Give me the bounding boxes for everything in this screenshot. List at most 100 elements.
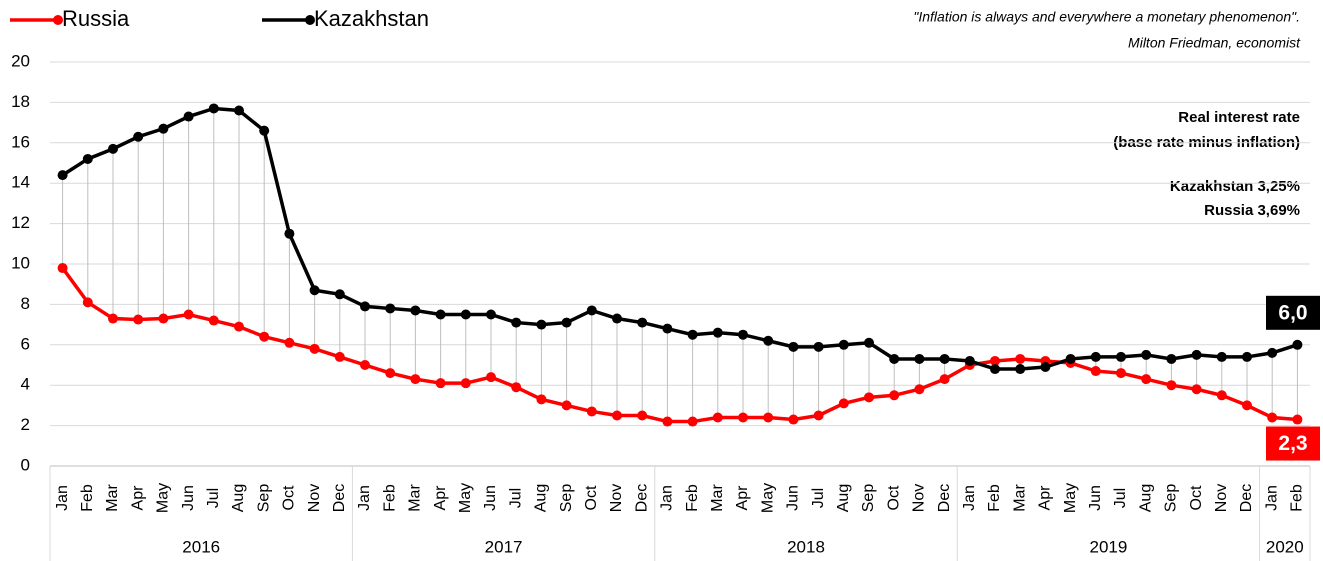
- marker: [133, 131, 144, 142]
- legend-label: Kazakhstan: [314, 6, 429, 31]
- marker: [410, 374, 421, 385]
- year-label: 2019: [1089, 537, 1127, 556]
- x-tick-label: Aug: [533, 484, 550, 512]
- marker: [990, 364, 1000, 375]
- marker: [763, 335, 774, 346]
- marker: [57, 263, 68, 274]
- marker: [360, 360, 370, 370]
- marker: [1242, 351, 1252, 362]
- marker: [486, 372, 496, 383]
- x-tick-label: Dec: [331, 484, 348, 512]
- year-label: 2020: [1266, 537, 1304, 556]
- x-tick-label: Nov: [911, 484, 928, 512]
- x-tick-label: Jan: [54, 485, 71, 511]
- marker: [1015, 364, 1026, 375]
- marker: [838, 398, 849, 409]
- marker: [334, 351, 345, 362]
- x-tick-label: Jul: [507, 488, 524, 508]
- x-tick-label: Jun: [482, 485, 499, 511]
- marker: [939, 374, 950, 385]
- marker: [1242, 400, 1252, 411]
- marker: [1141, 349, 1152, 360]
- marker: [536, 394, 547, 405]
- x-tick-label: Nov: [306, 484, 323, 512]
- x-tick-label: Nov: [608, 484, 625, 512]
- legend-marker: [305, 15, 315, 25]
- x-tick-label: Jul: [810, 488, 827, 508]
- x-tick-label: Apr: [1037, 485, 1054, 511]
- note: Kazakhstan 3,25%: [1170, 178, 1300, 195]
- x-tick-label: Sep: [558, 484, 575, 513]
- x-tick-label: Apr: [129, 485, 146, 511]
- marker: [788, 414, 799, 425]
- x-tick-label: Aug: [835, 484, 852, 512]
- marker: [82, 297, 93, 308]
- marker: [360, 301, 370, 312]
- y-tick-label: 20: [11, 51, 30, 70]
- year-label: 2018: [787, 537, 825, 556]
- marker: [1292, 339, 1303, 350]
- marker: [738, 412, 748, 423]
- y-tick-label: 16: [11, 132, 30, 151]
- marker: [183, 111, 194, 122]
- y-tick-label: 6: [21, 334, 30, 353]
- marker: [158, 123, 169, 134]
- end-label: 2,3: [1278, 432, 1307, 455]
- end-label-box: [1266, 426, 1320, 461]
- end-label: 6,0: [1278, 301, 1307, 324]
- marker: [1116, 368, 1126, 379]
- marker: [637, 317, 648, 328]
- marker: [687, 329, 698, 340]
- marker: [712, 412, 723, 423]
- marker: [1166, 380, 1177, 391]
- marker: [1292, 414, 1303, 425]
- note: Real interest rate: [1178, 109, 1300, 126]
- x-tick-label: Dec: [936, 484, 953, 512]
- marker: [662, 416, 673, 427]
- x-tick-label: Sep: [860, 484, 877, 513]
- x-tick-label: May: [759, 483, 776, 513]
- x-tick-label: May: [1062, 483, 1079, 513]
- marker: [889, 353, 900, 364]
- marker: [864, 337, 874, 348]
- y-tick-label: 2: [21, 415, 30, 434]
- quote: Milton Friedman, economist: [1128, 35, 1301, 51]
- x-tick-label: Dec: [1238, 484, 1255, 512]
- marker: [435, 309, 446, 320]
- marker: [1267, 412, 1278, 423]
- marker: [1166, 353, 1177, 364]
- marker: [259, 125, 270, 136]
- x-tick-label: Jun: [785, 485, 802, 511]
- marker: [309, 343, 320, 354]
- marker: [788, 341, 799, 352]
- marker: [864, 392, 874, 403]
- x-tick-label: Oct: [583, 485, 600, 510]
- marker: [712, 327, 723, 338]
- marker: [435, 378, 446, 389]
- x-tick-label: Feb: [684, 484, 701, 512]
- x-tick-label: Jan: [659, 485, 676, 511]
- x-tick-label: Jun: [1087, 485, 1104, 511]
- marker: [813, 410, 824, 421]
- x-tick-label: Apr: [734, 485, 751, 511]
- x-tick-label: Dec: [633, 484, 650, 512]
- y-tick-label: 14: [11, 173, 30, 192]
- y-tick-label: 10: [11, 253, 30, 272]
- marker: [586, 305, 597, 316]
- y-tick-label: 8: [21, 294, 30, 313]
- marker: [1216, 390, 1227, 401]
- marker: [1015, 353, 1026, 364]
- x-tick-label: Aug: [1137, 484, 1154, 512]
- marker: [763, 412, 774, 423]
- note: Russia 3,69%: [1204, 202, 1300, 219]
- end-label-box: [1266, 295, 1320, 330]
- marker: [108, 143, 118, 154]
- marker: [234, 105, 244, 116]
- marker: [133, 314, 144, 325]
- marker: [1216, 351, 1227, 362]
- marker: [284, 228, 295, 239]
- y-tick-label: 18: [11, 92, 30, 111]
- marker: [108, 313, 118, 324]
- quote: "Inflation is always and everywhere a mo…: [913, 9, 1300, 25]
